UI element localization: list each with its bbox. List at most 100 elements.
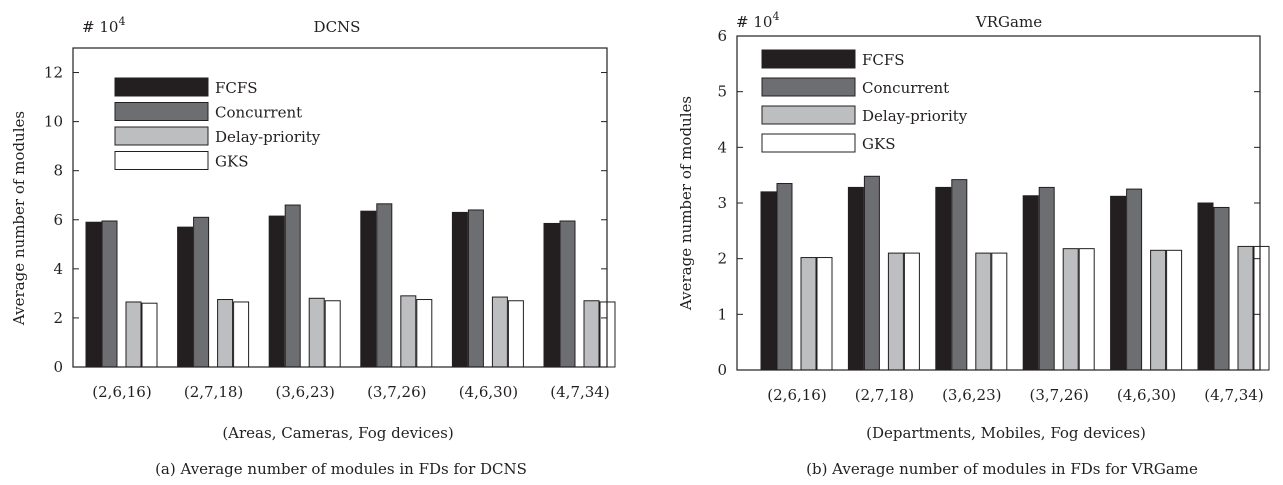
bar-gks-4 [416, 299, 433, 368]
legend-swatch-gks [114, 151, 209, 170]
bar-delay-priority-1 [125, 301, 142, 368]
exponent-label: # 104 [82, 15, 125, 36]
bar-fcfs-6 [543, 222, 560, 368]
plot-area: (2,6,16) (2,7,18) (3,6,23) (3,7,26) (4,6,30)… [717, 27, 1270, 404]
x-axis-label: (Areas, Cameras, Fog devices) [222, 424, 453, 442]
bar-delay-priority-1 [800, 257, 817, 371]
bar-gks-3 [991, 252, 1008, 371]
figure-caption: (a) Average number of modules in FDs for… [155, 460, 527, 478]
legend-label-fcfs: FCFS [862, 51, 905, 69]
legend-label-delay-priority: Delay-priority [862, 107, 968, 125]
y-tick-label: 1 [717, 305, 727, 323]
bar-gks-6 [1253, 245, 1270, 371]
x-tick-label: (4,6,30) [1117, 386, 1176, 404]
bar-fcfs-1 [760, 191, 777, 371]
plot-area: (2,6,16) (2,7,18) (3,6,23) (3,7,26) (4,6,30)… [44, 47, 616, 401]
bar-delay-priority-5 [1150, 249, 1167, 371]
bar-gks-4 [1078, 248, 1095, 371]
y-tick-label: 4 [53, 260, 63, 278]
x-tick-label: (4,7,34) [550, 383, 609, 401]
bar-fcfs-3 [268, 215, 285, 368]
legend-label-concurrent: Concurrent [862, 79, 949, 97]
legend-swatch-delay-priority [761, 105, 856, 125]
bar-delay-priority-6 [1237, 245, 1254, 371]
y-tick-label: 0 [717, 361, 727, 379]
bar-fcfs-3 [935, 186, 952, 371]
x-tick-label: (3,7,26) [1029, 386, 1088, 404]
bar-concurrent-1 [101, 220, 118, 368]
bar-fcfs-4 [1022, 195, 1039, 371]
figure-caption: (b) Average number of modules in FDs for… [806, 460, 1198, 478]
bar-concurrent-4 [376, 203, 393, 368]
y-tick-label: 6 [53, 211, 63, 229]
chart-title: DCNS [314, 18, 361, 36]
dcns-chart: # 104 DCNS Average number of modules (Ar… [10, 15, 616, 478]
bar-fcfs-5 [1110, 195, 1127, 371]
bar-concurrent-3 [284, 204, 301, 368]
y-tick-label: 2 [717, 250, 727, 268]
bar-concurrent-4 [1038, 186, 1055, 371]
y-tick-label: 3 [717, 194, 727, 212]
y-axis-label: Average number of modules [677, 96, 695, 311]
y-tick-label: 8 [53, 162, 63, 180]
y-tick-label: 10 [44, 113, 63, 131]
x-tick-label: (2,6,16) [767, 386, 826, 404]
legend-swatch-gks [761, 133, 856, 153]
bar-concurrent-3 [951, 179, 968, 371]
bar-gks-2 [233, 301, 250, 368]
x-tick-label: (3,7,26) [367, 383, 426, 401]
legend-label-gks: GKS [215, 153, 248, 171]
y-tick-label: 5 [717, 83, 727, 101]
legend-swatch-concurrent [114, 102, 209, 121]
plot-frame [72, 47, 608, 368]
x-axis-label: (Departments, Mobiles, Fog devices) [866, 424, 1146, 442]
bar-gks-5 [507, 300, 524, 368]
bar-delay-priority-5 [491, 296, 508, 368]
x-tick-label: (4,7,34) [1204, 386, 1263, 404]
bar-concurrent-2 [193, 216, 210, 368]
bar-concurrent-6 [1213, 206, 1230, 371]
legend-label-gks: GKS [862, 135, 895, 153]
bar-delay-priority-6 [583, 300, 600, 368]
x-tick-label: (2,7,18) [184, 383, 243, 401]
y-tick-label: 2 [53, 309, 63, 327]
exponent-label: # 104 [736, 10, 779, 31]
bar-gks-3 [324, 300, 341, 368]
y-tick-label: 4 [717, 138, 727, 156]
bar-gks-5 [1166, 249, 1183, 371]
bar-fcfs-6 [1197, 202, 1214, 371]
legend-label-concurrent: Concurrent [215, 104, 302, 122]
chart-panel-vrgame: # 104 VRGame Average number of modules (… [640, 0, 1283, 485]
legend-swatch-delay-priority [114, 126, 209, 146]
bar-delay-priority-4 [1062, 248, 1079, 371]
legend-swatch-concurrent [761, 77, 856, 97]
chart-panel-dcns: # 104 DCNS Average number of modules (Ar… [0, 0, 640, 485]
bar-concurrent-5 [1126, 188, 1143, 371]
x-tick-label: (3,6,23) [275, 383, 334, 401]
x-tick-label: (3,6,23) [942, 386, 1001, 404]
legend-label-fcfs: FCFS [215, 79, 258, 97]
bar-concurrent-2 [863, 175, 880, 371]
bar-delay-priority-4 [400, 295, 417, 368]
x-tick-label: (2,6,16) [92, 383, 151, 401]
bar-fcfs-1 [85, 221, 102, 368]
y-tick-label: 0 [53, 358, 63, 376]
chart-title: VRGame [975, 13, 1042, 31]
vrgame-chart: # 104 VRGame Average number of modules (… [677, 10, 1270, 478]
bar-gks-2 [903, 252, 920, 371]
legend-label-delay-priority: Delay-priority [215, 128, 321, 146]
bar-fcfs-2 [177, 226, 194, 368]
y-axis-label: Average number of modules [10, 111, 28, 326]
bar-gks-1 [141, 302, 158, 368]
y-tick-label: 12 [44, 64, 63, 82]
bar-gks-1 [816, 257, 833, 371]
x-tick-label: (2,7,18) [855, 386, 914, 404]
bar-concurrent-6 [559, 220, 576, 368]
bar-fcfs-2 [847, 186, 864, 371]
bar-concurrent-1 [776, 183, 793, 371]
bar-fcfs-4 [360, 210, 377, 368]
bar-delay-priority-2 [887, 252, 904, 371]
x-tick-label: (4,6,30) [459, 383, 518, 401]
bar-delay-priority-3 [975, 252, 992, 371]
legend-swatch-fcfs [114, 77, 209, 97]
